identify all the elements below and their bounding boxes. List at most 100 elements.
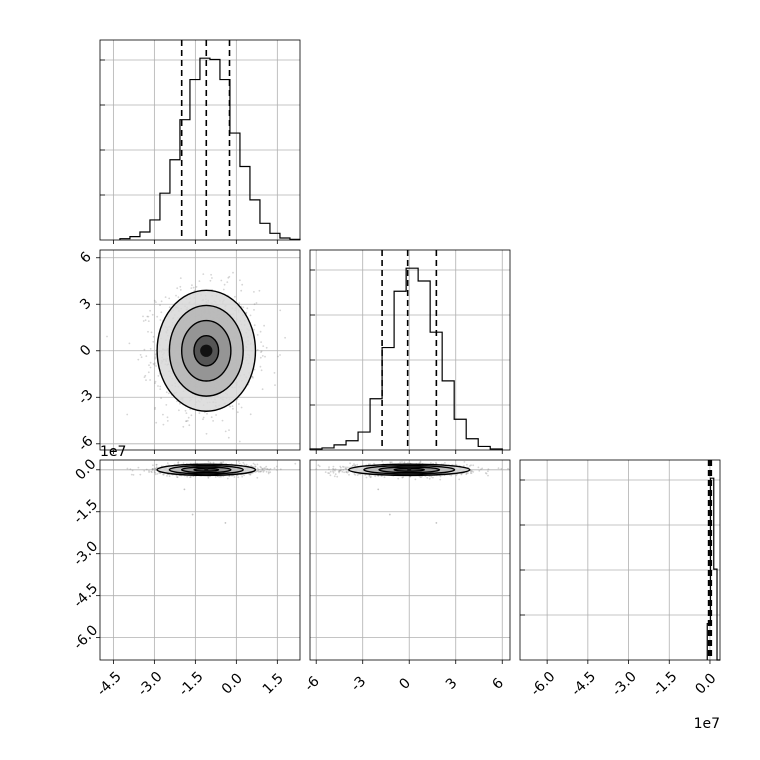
scatter-point (151, 471, 153, 474)
scatter-point (257, 468, 260, 471)
scatter-point (497, 467, 500, 470)
scatter-point (167, 392, 170, 395)
scatter-point (328, 468, 330, 471)
scatter-point (470, 464, 472, 467)
scatter-point (149, 379, 152, 381)
scatter-point (390, 461, 393, 464)
scatter-point (249, 473, 252, 476)
scatter-point (155, 463, 158, 466)
scatter-point (465, 473, 468, 476)
ytick-label: -6.0 (71, 622, 102, 653)
xtick-label: 3 (443, 675, 461, 693)
scatter-point (439, 475, 442, 478)
scatter-point (147, 371, 150, 374)
scatter-point (318, 465, 321, 468)
ytick-label: -1.5 (71, 496, 102, 527)
scatter-point (470, 472, 473, 474)
scatter-point (154, 471, 157, 474)
scatter-point (155, 365, 158, 367)
scatter-point (450, 474, 453, 477)
scatter-point (347, 470, 350, 473)
histogram-step-1 (309, 267, 503, 450)
scatter-point (229, 405, 232, 408)
scatter-point (143, 348, 146, 351)
scatter-point (153, 363, 156, 366)
scatter-point (460, 473, 463, 475)
scatter-point (151, 468, 154, 471)
scatter-point (151, 468, 154, 471)
ytick-label: 0 (77, 342, 95, 360)
scatter-point (150, 470, 153, 473)
scatter-point (253, 291, 255, 293)
scatter-point (152, 467, 154, 470)
scatter-point (211, 277, 213, 279)
scatter-point (214, 475, 217, 478)
scatter-point (254, 471, 257, 473)
scatter-point (187, 416, 190, 419)
scatter-point (219, 462, 222, 464)
scatter-point (259, 365, 262, 368)
scatter-point (426, 476, 429, 479)
scatter-point (149, 366, 152, 369)
scatter-point (157, 385, 159, 387)
scatter-point (220, 462, 223, 464)
scatter-point (130, 473, 133, 476)
scatter-point (261, 388, 264, 391)
scatter-point (176, 287, 179, 290)
scatter-point (198, 280, 201, 282)
scatter-point (354, 464, 356, 467)
scatter-point (191, 284, 193, 287)
scatter-point (207, 475, 210, 478)
scatter-point (332, 470, 334, 473)
scatter-point (273, 467, 276, 470)
scatter-point (345, 471, 348, 473)
scatter-point (175, 474, 178, 477)
scatter-point (352, 464, 354, 467)
joint-content-2 (315, 460, 509, 524)
scatter-point (256, 467, 259, 470)
scatter-point (222, 461, 225, 463)
scatter-point (154, 353, 157, 356)
scatter-point (340, 469, 343, 471)
scatter-point (253, 309, 255, 311)
offset-label: 1e7 (694, 716, 720, 732)
scatter-point (190, 476, 192, 478)
scatter-point (332, 468, 335, 471)
scatter-point (249, 473, 251, 476)
scatter-point (267, 471, 270, 474)
scatter-point (198, 412, 201, 414)
scatter-point (267, 472, 270, 475)
scatter-point (347, 466, 349, 469)
scatter-point (131, 469, 134, 472)
scatter-point (268, 468, 271, 471)
scatter-point (373, 462, 375, 465)
scatter-point (262, 345, 265, 347)
scatter-point (139, 473, 142, 476)
xtick-label: 0.0 (692, 670, 719, 697)
scatter-point (160, 300, 163, 303)
scatter-point (402, 476, 404, 479)
scatter-point (466, 463, 468, 466)
scatter-point (190, 287, 193, 289)
scatter-point (151, 468, 154, 470)
scatter-point (153, 471, 156, 473)
xtick-label: -1.5 (176, 669, 207, 700)
scatter-point (345, 470, 348, 473)
scatter-point (154, 357, 157, 360)
scatter-point (184, 409, 187, 412)
scatter-point (265, 346, 268, 349)
histogram-panel-1 (309, 250, 510, 454)
scatter-point (275, 465, 278, 468)
scatter-point (142, 315, 144, 318)
scatter-point (145, 379, 147, 381)
ytick-label: 6 (77, 249, 95, 267)
scatter-point (279, 468, 282, 471)
scatter-point (145, 355, 148, 357)
scatter-point (148, 470, 150, 472)
scatter-point (220, 279, 223, 282)
scatter-point (470, 469, 473, 472)
scatter-point (147, 315, 150, 318)
scatter-point (481, 467, 484, 470)
density-peak (407, 467, 412, 472)
